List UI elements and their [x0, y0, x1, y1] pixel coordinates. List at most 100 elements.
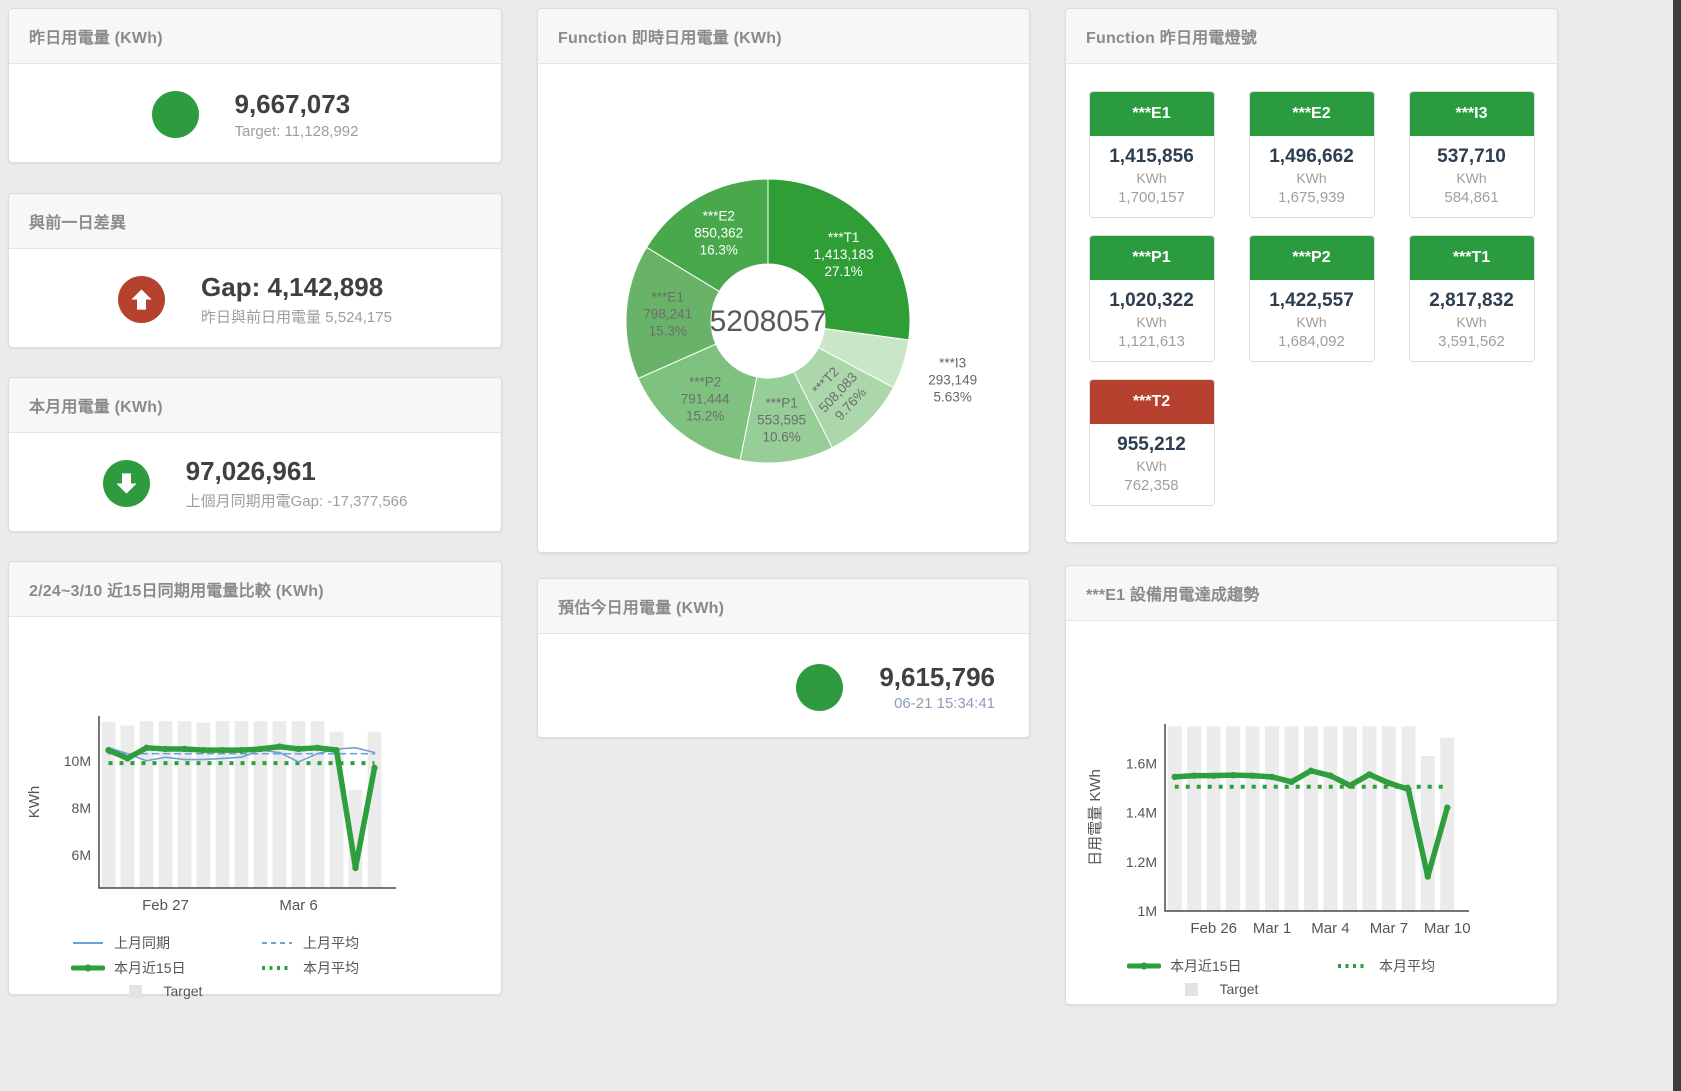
up-arrow-icon — [118, 276, 166, 323]
status-tile: ***P2 1,422,557 KWh 1,684,092 — [1248, 235, 1375, 362]
panel-title: Function 即時日用電量 (KWh) — [538, 9, 1029, 64]
legend-item-本月近15日[interactable]: 本月近15日 — [1127, 956, 1312, 976]
tile-target: 1,675,939 — [1278, 189, 1345, 206]
legend-item-上月平均[interactable]: 上月平均 — [260, 933, 359, 953]
panel-title: 預估今日用電量 (KWh) — [538, 579, 1029, 634]
tile-unit: KWh — [1136, 458, 1167, 474]
panel-realtime-donut: Function 即時日用電量 (KWh) ***T1 1,413,183 27.1… — [537, 8, 1030, 553]
legend-label: 本月近15日 — [114, 960, 186, 976]
tile-target: 762,358 — [1124, 477, 1179, 494]
tile-value: 1,020,322 — [1109, 290, 1194, 311]
tile-target: 1,700,157 — [1118, 189, 1185, 206]
panel-title: ***E1 設備用電達成趨勢 — [1066, 566, 1557, 621]
donut-slice-E1 — [625, 246, 720, 380]
tile-value: 1,496,662 — [1269, 146, 1354, 167]
donut-slice-label: ***P1 553,595 10.6% — [757, 396, 806, 445]
svg-text:1M: 1M — [1138, 903, 1157, 919]
tile-unit: KWh — [1456, 314, 1487, 330]
legend-item-上月同期[interactable]: 上月同期 — [71, 933, 236, 953]
legend-item-本月近15日[interactable]: 本月近15日 — [71, 958, 236, 978]
tile-unit: KWh — [1296, 314, 1327, 330]
compare15-legend: 上月同期 上月平均本月近15日 本月平均 Target — [21, 933, 409, 999]
legend-item-Target[interactable]: Target — [121, 983, 286, 999]
panel-title: Function 昨日用電燈號 — [1066, 9, 1557, 64]
donut-slice-T1 — [767, 178, 911, 341]
tile-target: 1,684,092 — [1278, 333, 1345, 350]
svg-text:10M: 10M — [64, 753, 91, 769]
status-tile: ***P1 1,020,322 KWh 1,121,613 — [1088, 235, 1215, 362]
e1trend-plot: 1M 1.2M 1.4M 1.6M Feb 26 Mar 1 Mar 4 Mar 7 Mar 1… — [1087, 724, 1471, 937]
panel-15day-compare: 2/24~3/10 近15日同期用電量比較 (KWh) 6M 8M 10M Feb 2… — [8, 561, 502, 999]
panel-status-lights: Function 昨日用電燈號 ***E1 1,415,856 KWh 1,700,1… — [1065, 8, 1558, 543]
tile-target: 584,861 — [1444, 189, 1499, 206]
panel-yesterday-usage: 昨日用電量 (KWh) 9,667,073 Target: 11,128,992 — [8, 8, 502, 163]
tile-value: 537,710 — [1437, 146, 1506, 167]
panel-title: 昨日用電量 (KWh) — [9, 9, 501, 64]
panel-title: 2/24~3/10 近15日同期用電量比較 (KWh) — [9, 562, 501, 617]
scrollbar[interactable] — [1673, 0, 1681, 1091]
legend-label: 上月同期 — [114, 935, 170, 951]
legend-label: 本月平均 — [1379, 958, 1435, 974]
svg-text:KWh: KWh — [26, 786, 43, 819]
svg-text:Mar 10: Mar 10 — [1424, 920, 1471, 937]
tile-unit: KWh — [1296, 170, 1327, 186]
yesterday-usage-value: 9,667,073 — [234, 89, 351, 120]
gap-subtitle: 昨日與前日用電量 5,524,175 — [201, 308, 392, 326]
svg-text:8M: 8M — [72, 800, 91, 816]
donut-slice-label: ***P2 791,444 15.2% — [681, 374, 730, 423]
legend-item-Target[interactable]: Target — [1177, 981, 1362, 997]
tile-unit: KWh — [1136, 170, 1167, 186]
compare-chart: 6M 8M 10M Feb 27 Mar 6 KWh 上月同期 上月平均 本月近15日 本月平均 T… — [21, 710, 421, 999]
status-circle-icon — [151, 91, 199, 138]
tile-value: 955,212 — [1117, 434, 1186, 455]
panel-title: 本月用電量 (KWh) — [9, 378, 501, 433]
tile-name: ***I3 — [1409, 92, 1534, 136]
svg-text:1.2M: 1.2M — [1126, 854, 1157, 870]
svg-text:6M: 6M — [72, 847, 91, 863]
tile-name: ***P1 — [1089, 236, 1214, 280]
e1-trend-chart: 1M 1.2M 1.4M 1.6M Feb 26 Mar 1 Mar 4 Mar 7 Mar 1… — [1080, 718, 1480, 997]
tile-name: ***E1 — [1089, 92, 1214, 136]
donut-slice-label: ***T1 1,413,183 27.1% — [814, 230, 874, 279]
tile-target: 1,121,613 — [1118, 333, 1185, 350]
legend-item-本月平均[interactable]: 本月平均 — [1336, 956, 1435, 976]
status-tile: ***T2 955,212 KWh 762,358 — [1088, 379, 1215, 506]
panel-gap-prev-day: 與前一日差異 Gap: 4,142,898 昨日與前日用電量 5,524,175 — [8, 193, 502, 348]
svg-text:Mar 6: Mar 6 — [279, 897, 317, 914]
svg-text:Mar 7: Mar 7 — [1370, 920, 1408, 937]
tile-unit: KWh — [1456, 170, 1487, 186]
panel-estimate-today: 預估今日用電量 (KWh) 9,615,796 06-21 15:34:41 — [537, 578, 1030, 738]
tile-unit: KWh — [1136, 314, 1167, 330]
month-usage-value: 97,026,961 — [185, 456, 316, 487]
legend-item-本月平均[interactable]: 本月平均 — [260, 958, 359, 978]
legend-label: 本月平均 — [303, 960, 359, 976]
legend-label: Target — [1219, 981, 1259, 997]
tile-value: 1,415,856 — [1109, 146, 1194, 167]
tile-name: ***P2 — [1249, 236, 1374, 280]
status-tile: ***E2 1,496,662 KWh 1,675,939 — [1248, 91, 1375, 218]
donut-slice-label: ***E1 798,241 15.3% — [643, 290, 692, 339]
panel-e1-trend: ***E1 設備用電達成趨勢 1M 1.2M 1.4M 1.6M Feb 26 Mar 1… — [1065, 565, 1558, 1005]
month-usage-gap: 上個月同期用電Gap: -17,377,566 — [185, 492, 408, 510]
tile-name: ***E2 — [1249, 92, 1374, 136]
yesterday-usage-target: Target: 11,128,992 — [234, 122, 359, 140]
gap-value: Gap: 4,142,898 — [201, 272, 384, 303]
legend-label: 上月平均 — [303, 935, 359, 951]
legend-label: Target — [163, 983, 203, 999]
status-tile: ***T1 2,817,832 KWh 3,591,562 — [1408, 235, 1535, 362]
donut-chart: ***T1 1,413,183 27.1% ***I3 293,149 5.63% ***T… — [608, 161, 1088, 496]
donut-center-total: 5208057 — [710, 305, 827, 338]
tile-name: ***T1 — [1409, 236, 1534, 280]
e1trend-legend: 本月近15日 本月平均 Target — [1080, 956, 1482, 997]
svg-text:Mar 1: Mar 1 — [1253, 920, 1291, 937]
tile-name: ***T2 — [1089, 380, 1214, 424]
status-tile: ***E1 1,415,856 KWh 1,700,157 — [1088, 91, 1215, 218]
panel-month-usage: 本月用電量 (KWh) 97,026,961 上個月同期用電Gap: -17,3… — [8, 377, 502, 532]
tile-target: 3,591,562 — [1438, 333, 1505, 350]
status-tile: ***I3 537,710 KWh 584,861 — [1408, 91, 1535, 218]
tile-value: 1,422,557 — [1269, 290, 1354, 311]
svg-text:1.6M: 1.6M — [1126, 755, 1157, 771]
svg-text:日用電量 KWh: 日用電量 KWh — [1087, 769, 1104, 866]
compare15-plot: 6M 8M 10M Feb 27 Mar 6 KWh — [26, 716, 396, 914]
svg-text:Mar 4: Mar 4 — [1311, 920, 1349, 937]
